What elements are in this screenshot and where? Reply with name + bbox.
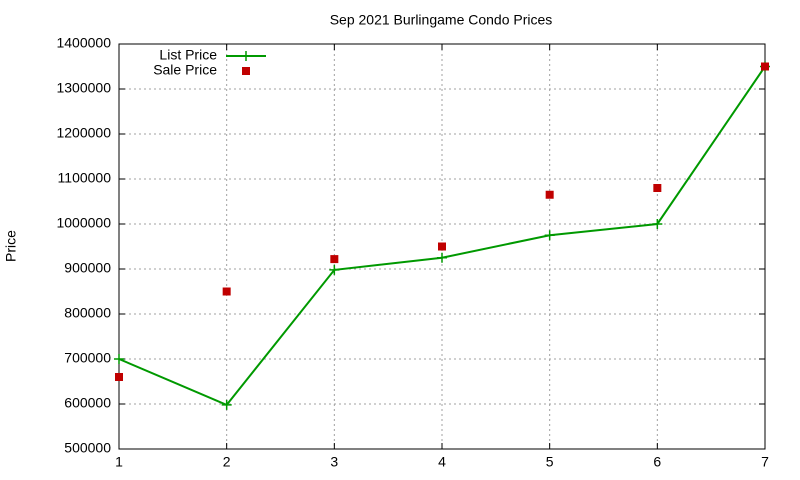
point-marker	[329, 264, 340, 275]
y-tick-label: 600000	[64, 395, 111, 411]
y-tick-label: 800000	[64, 305, 111, 321]
point-marker	[653, 184, 662, 192]
y-tick-label: 1200000	[56, 125, 111, 141]
legend-marker	[241, 51, 251, 61]
point-marker	[330, 255, 339, 264]
legend-label: List Price	[159, 47, 217, 63]
legend-marker	[242, 67, 250, 75]
point-marker	[222, 287, 231, 296]
point-marker	[221, 399, 232, 410]
point-marker	[438, 242, 446, 251]
y-tick-label: 700000	[64, 350, 111, 366]
y-axis-label: Price	[3, 230, 19, 262]
x-tick-label: 4	[438, 454, 446, 470]
point-marker	[114, 354, 124, 364]
chart-title: Sep 2021 Burlingame Condo Prices	[330, 12, 553, 28]
plot-border	[118, 43, 766, 450]
x-tick-label: 1	[115, 454, 123, 470]
point-marker	[115, 373, 123, 381]
x-tick-label: 3	[330, 454, 338, 470]
y-tick-label: 1100000	[58, 170, 112, 186]
point-marker	[437, 252, 447, 263]
legend-label: Sale Price	[153, 62, 217, 78]
y-tick-label: 1300000	[56, 80, 111, 96]
point-marker	[761, 62, 769, 71]
x-tick-label: 5	[546, 454, 554, 470]
point-marker	[544, 230, 555, 241]
y-tick-label: 1000000	[56, 215, 111, 231]
y-tick-label: 500000	[64, 440, 111, 456]
x-tick-label: 2	[223, 454, 231, 470]
point-marker	[652, 219, 663, 229]
point-marker	[545, 190, 554, 199]
x-tick-label: 6	[653, 454, 661, 470]
y-tick-label: 900000	[64, 260, 111, 276]
x-tick-label: 7	[761, 454, 769, 470]
y-tick-label: 1400000	[56, 35, 111, 51]
